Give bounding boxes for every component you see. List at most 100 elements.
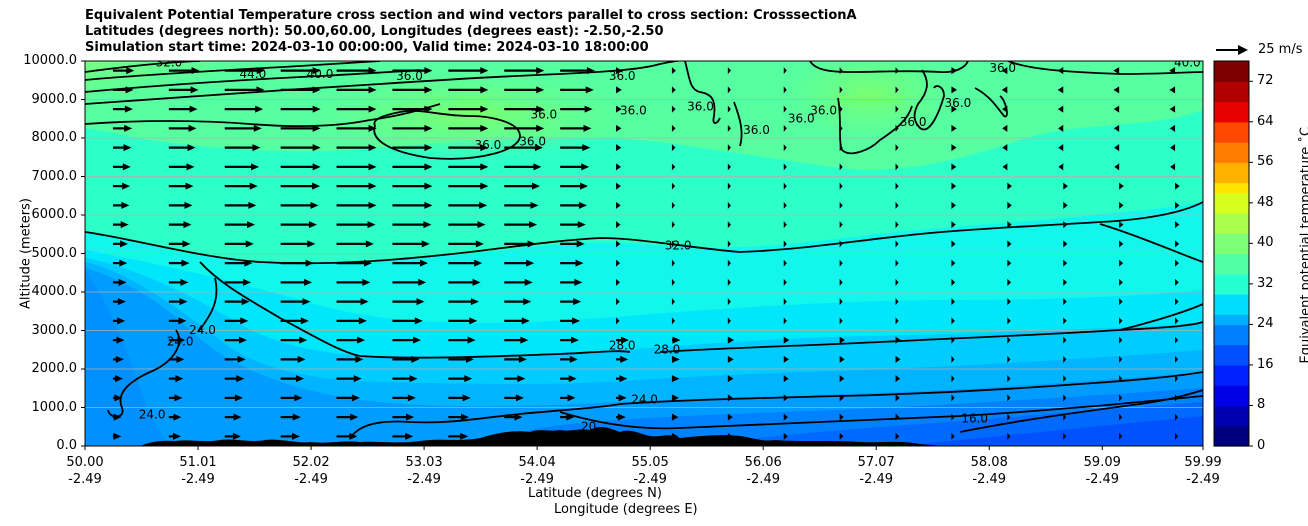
wind-vector — [1175, 413, 1179, 421]
wind-vector — [392, 336, 422, 344]
wind-vector — [112, 375, 124, 383]
wind-vector — [336, 432, 358, 440]
wind-vector — [280, 432, 300, 440]
wind-vector — [448, 67, 489, 75]
wind-vector — [783, 355, 789, 363]
x-tick-label-longitude: -2.49 — [1085, 472, 1120, 487]
wind-vector — [671, 105, 676, 113]
wind-vector — [1007, 375, 1011, 383]
x-tick-label: 56.06 -2.49 — [723, 454, 803, 488]
wind-vector — [280, 163, 321, 171]
colorbar-segment — [1214, 364, 1249, 376]
wind-vector — [895, 432, 900, 440]
x-tick-label: 59.99 -2.49 — [1163, 454, 1243, 488]
wind-vector — [448, 144, 489, 152]
wind-vector — [224, 259, 253, 267]
x-tick-label: 55.05 -2.49 — [610, 454, 690, 488]
wind-vector — [951, 105, 957, 113]
wind-vector — [783, 67, 787, 75]
wind-vector — [616, 278, 620, 286]
wind-vector — [448, 259, 483, 267]
contour-28-right — [659, 321, 1203, 353]
wind-vector — [1002, 124, 1008, 132]
wind-vector — [727, 394, 733, 402]
wind-vector — [839, 182, 843, 190]
wind-vector — [504, 105, 545, 113]
wind-vector — [280, 259, 314, 267]
contour-36-mid — [85, 103, 441, 127]
wind-vector — [448, 240, 484, 248]
contour-36-right-e — [974, 87, 1008, 118]
wind-vector — [168, 67, 200, 75]
wind-vector — [336, 163, 377, 171]
wind-vector — [951, 124, 957, 132]
x-tick-label-longitude: -2.49 — [407, 472, 441, 487]
wind-vector — [560, 336, 579, 344]
wind-vector — [448, 317, 478, 325]
wind-vector — [448, 278, 481, 286]
wind-vector — [224, 67, 265, 75]
wind-vector — [504, 394, 524, 402]
wind-vector — [839, 221, 843, 229]
colorbar-segment — [1214, 334, 1249, 346]
wind-vector — [336, 375, 362, 383]
wind-vector — [1063, 182, 1068, 190]
wind-vector — [224, 413, 242, 421]
contour-label: 36.0 — [530, 107, 557, 121]
wind-vector — [504, 336, 529, 344]
band-left-low — [85, 270, 170, 446]
wind-vector — [112, 317, 126, 325]
wind-vector — [671, 221, 675, 229]
colorbar-segment — [1214, 415, 1249, 427]
wind-vector — [168, 163, 195, 171]
wind-vector — [671, 413, 679, 421]
wind-vector — [448, 298, 479, 306]
wind-vector — [616, 105, 622, 113]
contour-label: 36.0 — [788, 111, 815, 125]
contour-36-right-b — [809, 61, 969, 74]
wind-vector — [616, 221, 621, 229]
wind-vector — [392, 355, 420, 363]
wind-vector — [280, 278, 313, 286]
wind-vector — [671, 278, 675, 286]
wind-vector — [1063, 221, 1068, 229]
wind-vector — [448, 221, 486, 229]
wind-vector — [839, 67, 843, 75]
wind-vector — [1169, 105, 1176, 113]
colorbar-segment — [1214, 131, 1249, 143]
wind-vector — [336, 298, 369, 306]
wind-vector — [671, 355, 680, 363]
wind-vector — [671, 259, 675, 267]
wind-vector — [895, 86, 899, 94]
contour-label: 32.0 — [665, 238, 692, 252]
colorbar-segment — [1214, 405, 1249, 417]
wind-vector — [448, 336, 476, 344]
wind-vector — [951, 375, 955, 383]
wind-vector — [560, 86, 594, 94]
colorbar-segment — [1214, 101, 1249, 113]
wind-vector — [783, 375, 789, 383]
wind-vector — [1058, 163, 1064, 171]
wind-vector — [839, 394, 844, 402]
x-tick-label-latitude: 59.99 — [1184, 455, 1222, 470]
wind-vector — [336, 201, 377, 209]
wind-vector — [671, 298, 675, 306]
wind-vector — [616, 163, 622, 171]
y-tick-label: 3000.0 — [31, 322, 78, 338]
wind-vector — [560, 240, 585, 248]
wind-vector — [224, 317, 249, 325]
wind-vector — [895, 105, 899, 113]
wind-vector — [951, 278, 956, 286]
wind-vector — [504, 278, 533, 286]
wind-vector — [1058, 144, 1064, 152]
wind-vector — [783, 432, 788, 440]
wind-vector — [671, 144, 676, 152]
wind-vector — [951, 394, 955, 402]
wind-vector — [839, 259, 843, 267]
wind-vector — [1175, 336, 1179, 344]
x-tick-label-longitude: -2.49 — [859, 472, 894, 487]
wind-vector — [895, 182, 899, 190]
contour-40-left — [85, 69, 421, 93]
wind-vector — [168, 221, 192, 229]
